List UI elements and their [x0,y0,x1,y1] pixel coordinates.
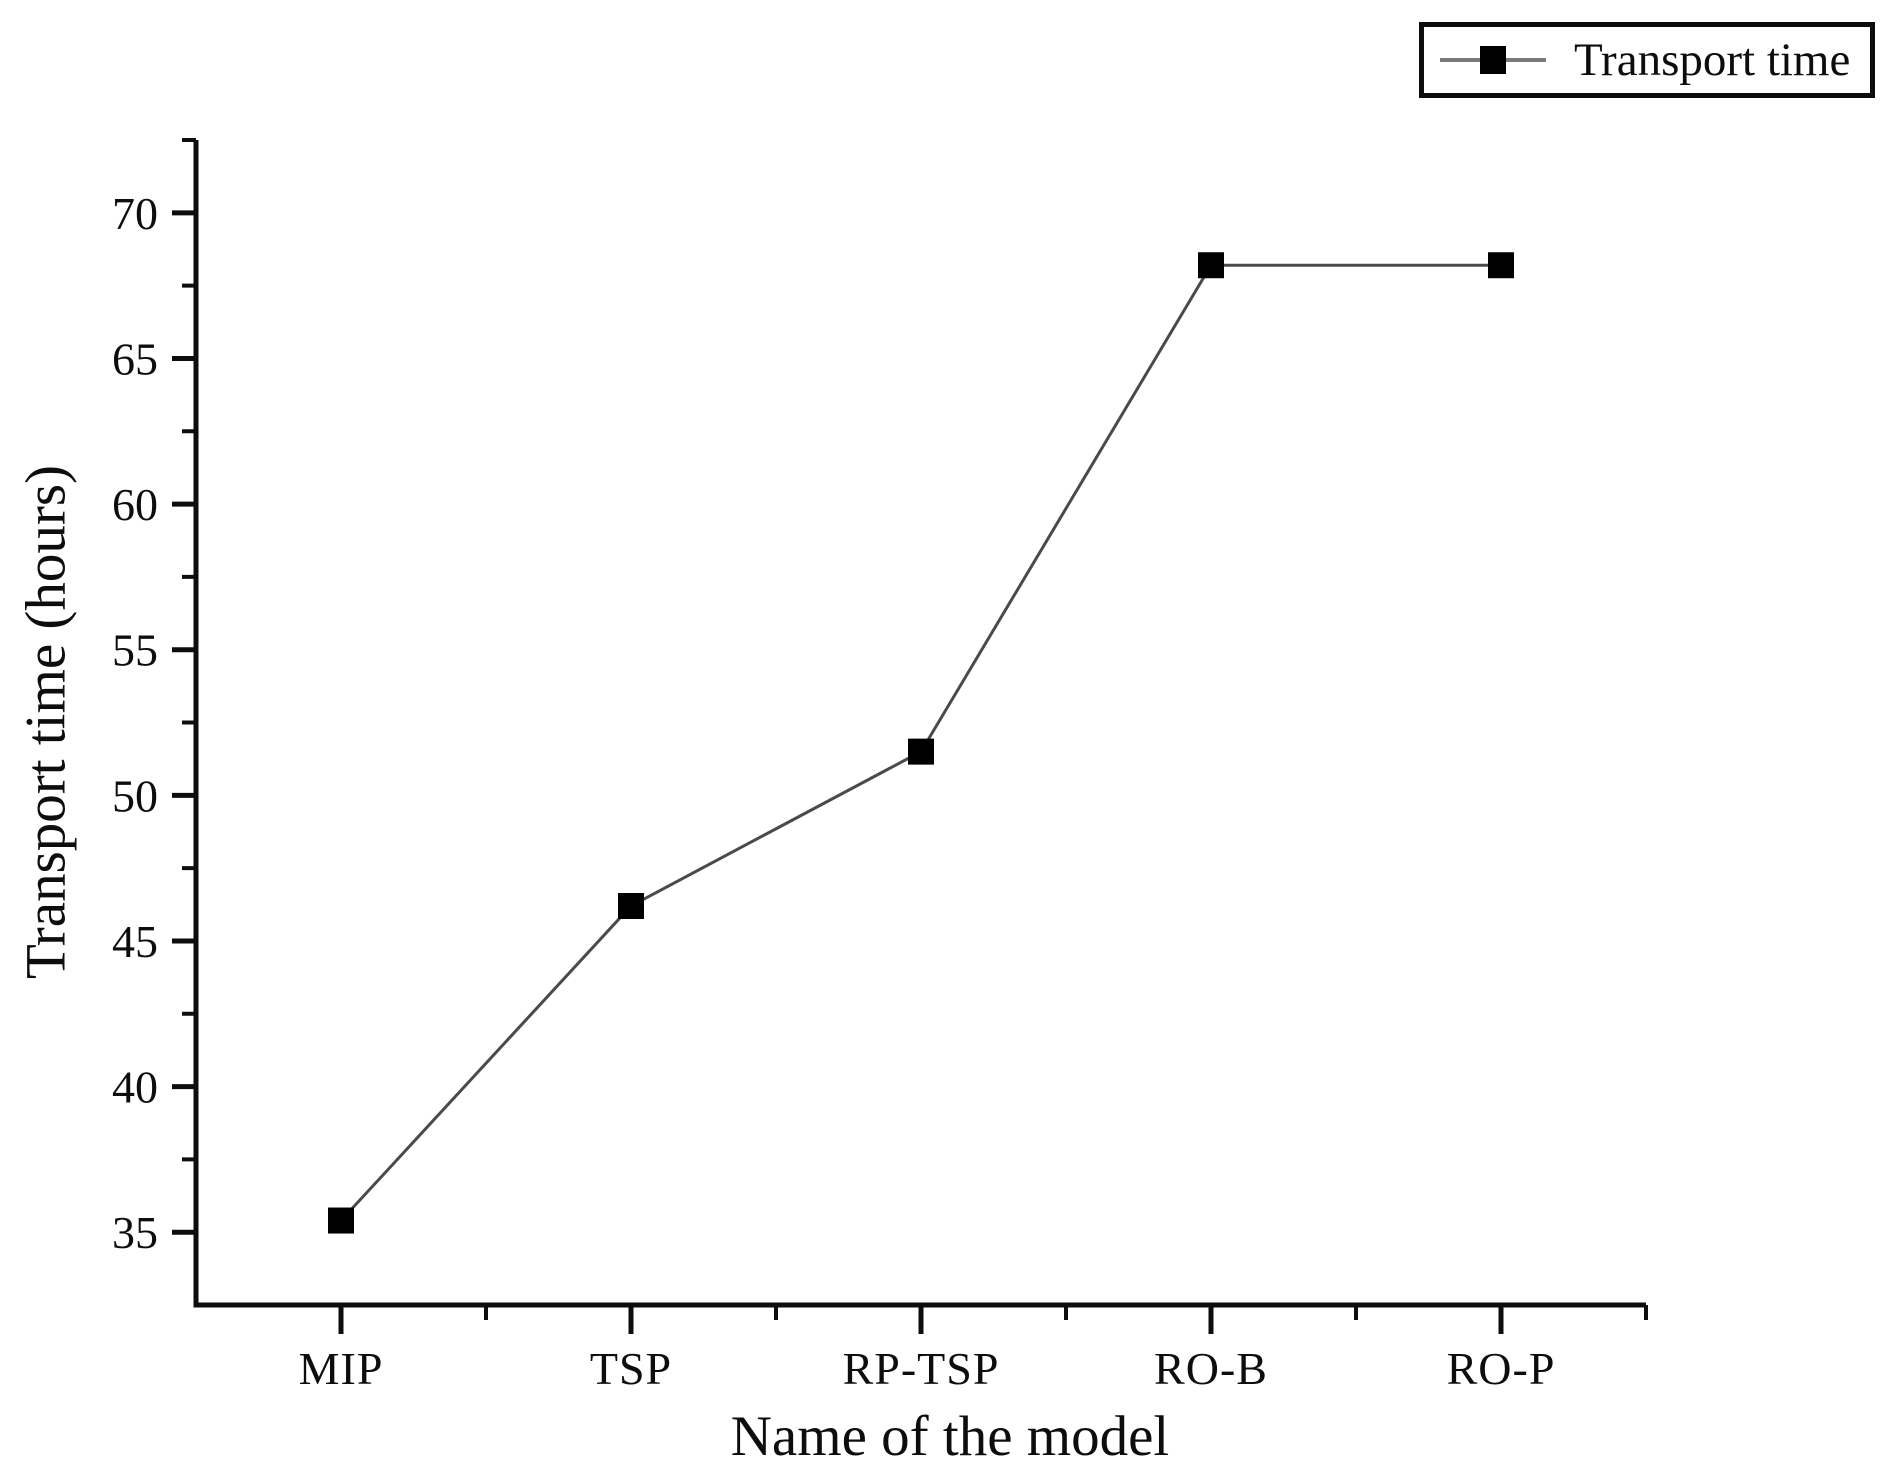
y-tick-label: 55 [112,625,158,676]
y-tick-label: 65 [112,333,158,384]
legend: Transport time [1419,22,1875,98]
y-tick-label: 70 [112,188,158,239]
x-axis-title: Name of the model [730,1405,1170,1468]
legend-line-left-icon [1440,58,1480,62]
y-axis-title: Transport time (hours) [14,464,78,980]
legend-label: Transport time [1574,33,1851,86]
x-category-label: RP-TSP [843,1343,1000,1394]
y-tick-label: 50 [112,770,158,821]
x-category-label: MIP [299,1343,384,1394]
data-point-marker [1198,252,1224,279]
x-category-label: TSP [590,1343,672,1394]
data-point-marker [328,1207,354,1234]
data-point-marker [908,738,934,765]
legend-line-right-icon [1506,58,1546,62]
y-tick-label: 35 [112,1207,158,1258]
y-tick-label: 40 [112,1062,158,1113]
data-point-marker [618,892,644,919]
x-category-label: RO-B [1154,1343,1268,1394]
data-point-marker [1488,252,1514,279]
legend-square-marker-icon [1480,46,1506,74]
x-category-label: RO-P [1447,1343,1556,1394]
y-tick-label: 60 [112,479,158,530]
y-tick-label: 45 [112,916,158,967]
